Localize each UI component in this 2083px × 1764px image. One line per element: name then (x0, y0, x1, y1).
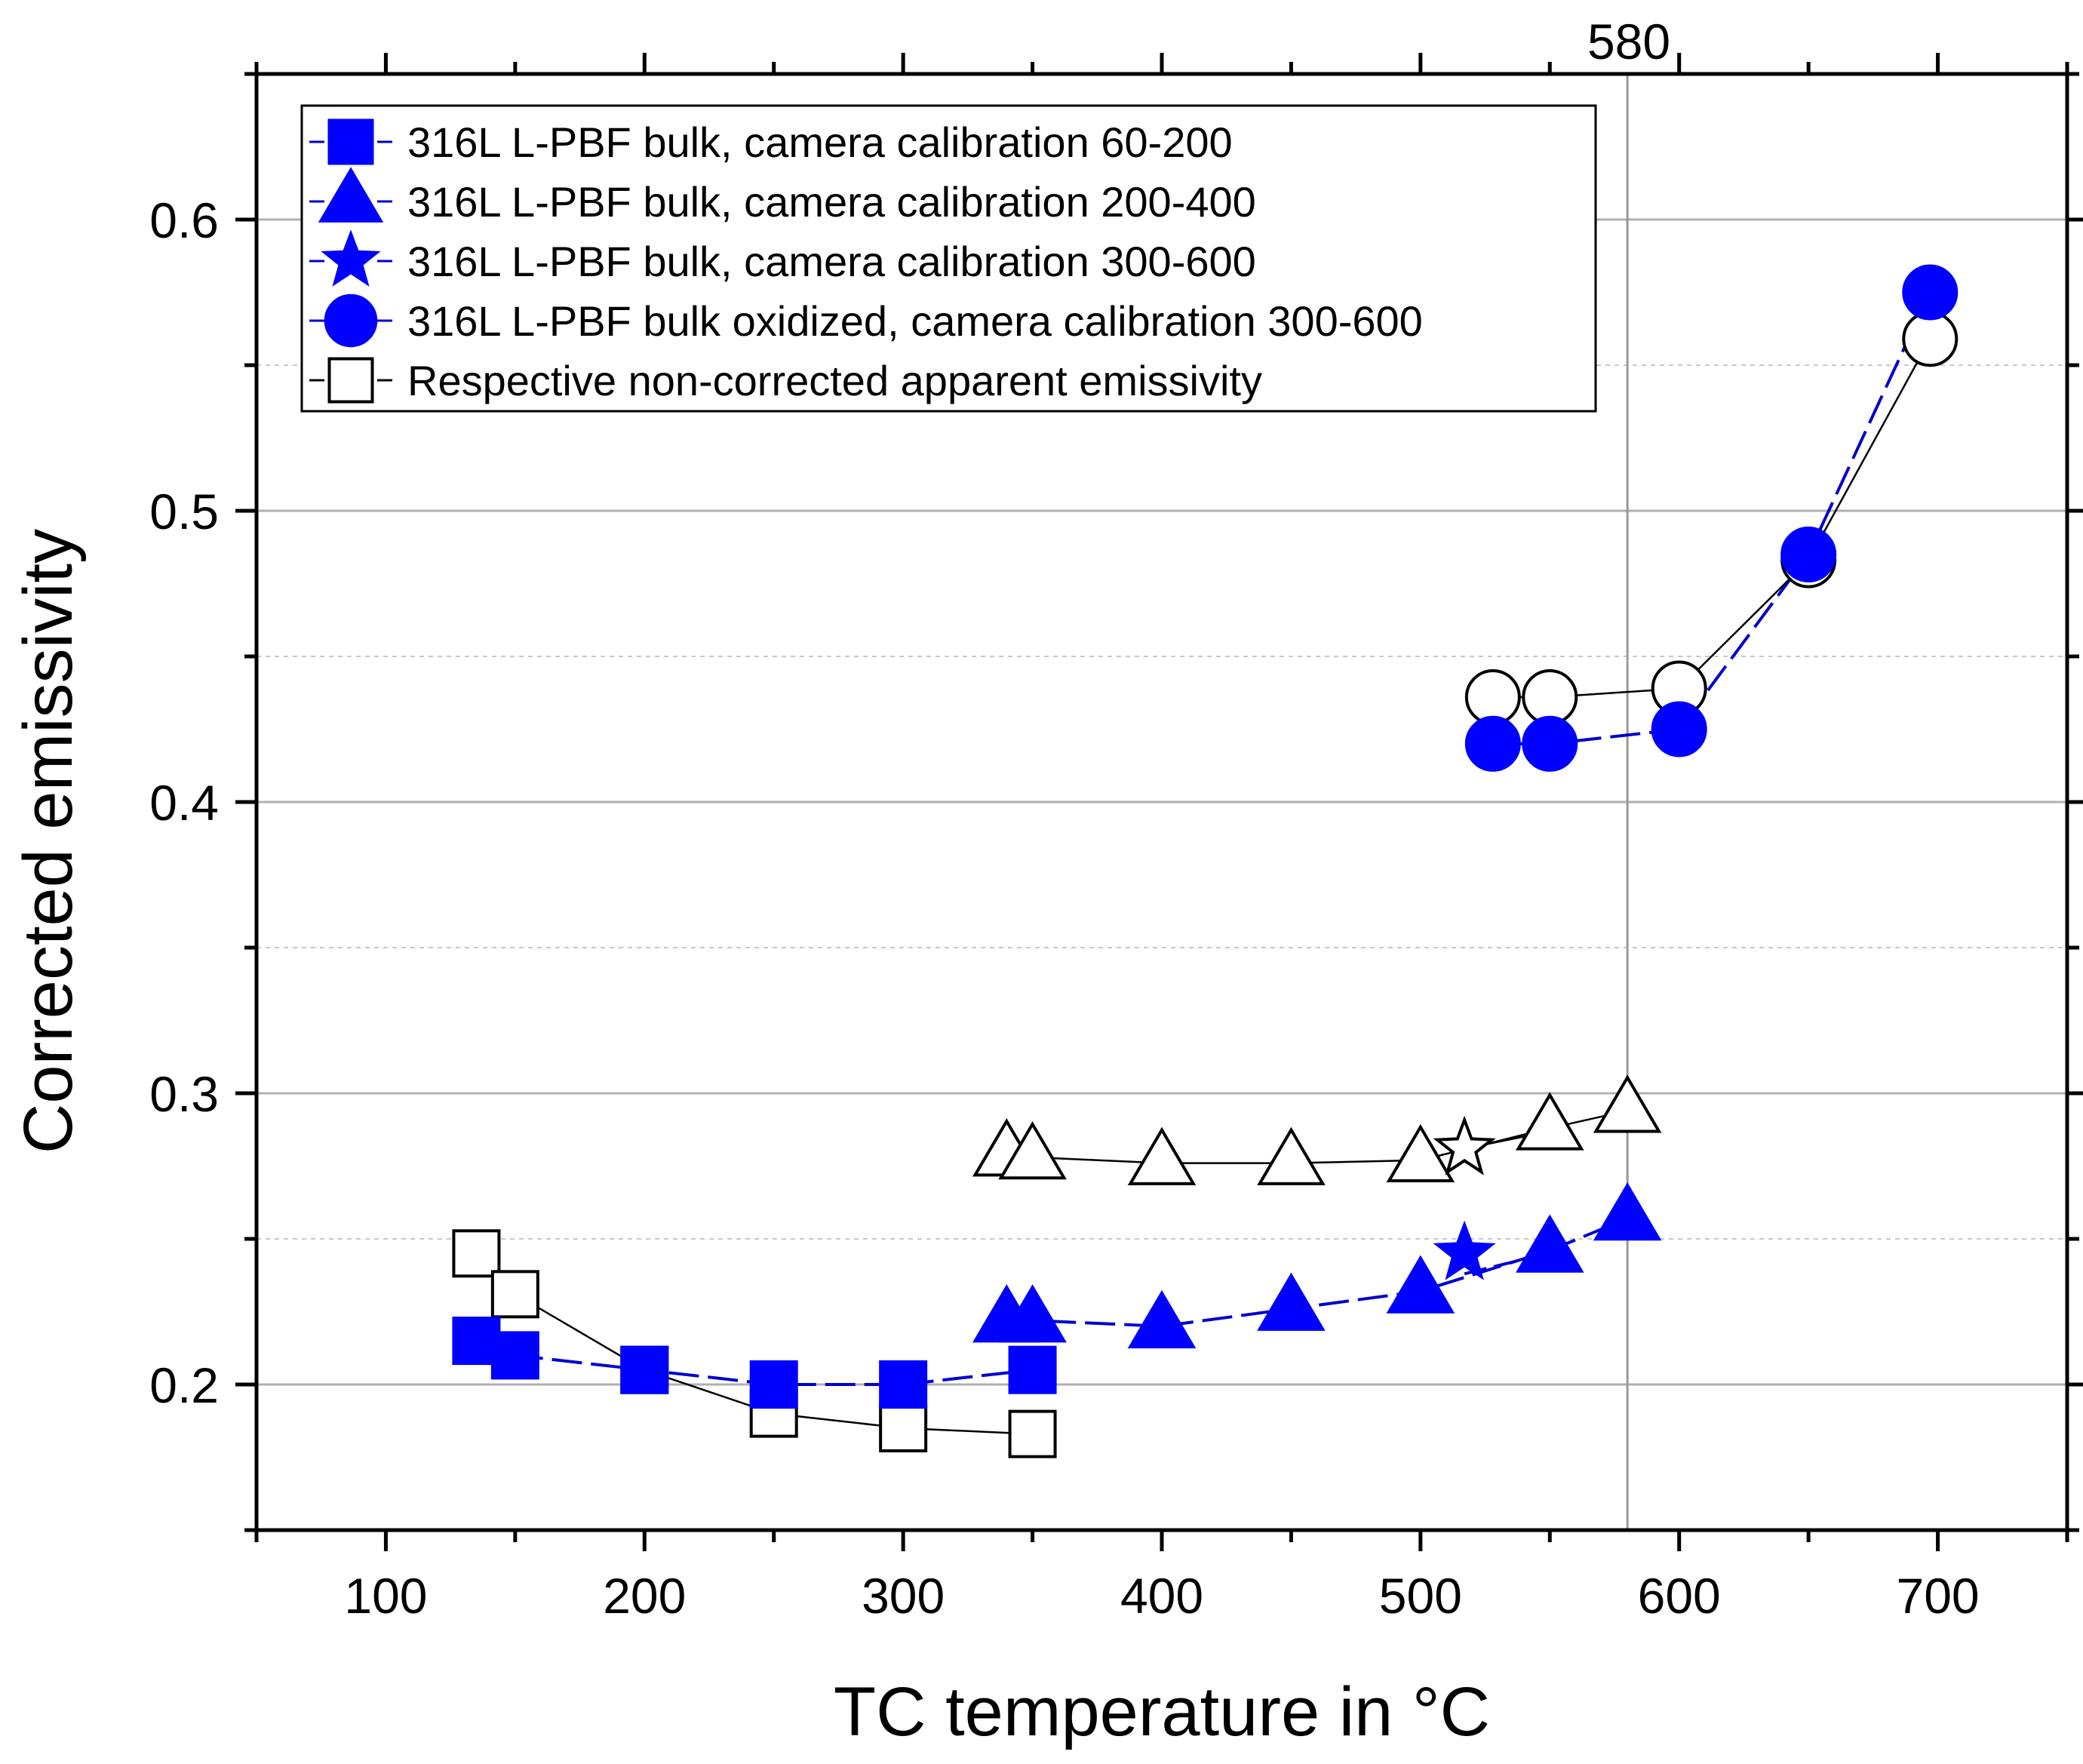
star-marker (321, 229, 381, 287)
axes: 100 200 300 400 500 600 700 0.2 0.3 0.4 0.5 0.6 (149, 53, 2083, 1624)
square-marker (490, 1331, 539, 1380)
y-axis-title: Corrected emissivity (10, 529, 87, 1154)
open-triangle-marker (1386, 1123, 1455, 1183)
open-circle-marker (1464, 669, 1521, 726)
open-square-marker (879, 1403, 928, 1452)
x-tick-label: 300 (862, 1568, 945, 1624)
open-square-marker (1008, 1409, 1057, 1458)
open-circle-marker (1522, 669, 1578, 726)
legend-label: 316L L-PBF bulk, camera calibration 60-2… (407, 118, 1233, 166)
open-triangle-marker (1127, 1126, 1197, 1185)
x-tick-label: 500 (1379, 1568, 1462, 1624)
legend-label: 316L L-PBF bulk, camera calibration 300-… (407, 238, 1256, 285)
open-triangle-marker (1593, 1074, 1662, 1133)
square-marker (749, 1360, 798, 1409)
open-triangle-marker (1257, 1126, 1326, 1185)
x-tick-label: 700 (1897, 1568, 1980, 1624)
triangle-marker (1257, 1272, 1326, 1331)
circle-marker (1780, 526, 1837, 582)
open-triangle-marker (1515, 1092, 1584, 1151)
y-tick-label: 0.5 (149, 484, 219, 539)
triangle-marker (1127, 1289, 1197, 1349)
open-square-marker (490, 1270, 539, 1319)
y-tick-label: 0.3 (149, 1066, 219, 1122)
legend-box (300, 104, 1597, 413)
circle-marker (1651, 701, 1707, 758)
data-markers (452, 264, 1959, 1458)
open-triangle-marker (998, 1120, 1067, 1180)
triangle-marker (1515, 1214, 1584, 1273)
star-marker (1433, 1220, 1496, 1280)
legend-label: Respective non-corrected apparent emissi… (407, 357, 1262, 404)
triangle-marker (1593, 1182, 1662, 1241)
circle-marker (1464, 715, 1521, 772)
open-circle-marker (1902, 311, 1959, 367)
triangle-marker (998, 1284, 1067, 1343)
legend-label: 316L L-PBF bulk, camera calibration 200-… (407, 178, 1256, 226)
square-marker (327, 118, 374, 165)
y-tick-label: 0.4 (149, 775, 219, 831)
x-tick-label: 600 (1638, 1568, 1721, 1624)
open-square-marker (452, 1229, 501, 1278)
x-axis-title: TC temperature in °C (834, 1673, 1490, 1750)
square-marker (879, 1360, 928, 1409)
x-tick-label: 400 (1120, 1568, 1203, 1624)
legend: 316L L-PBF bulk, camera calibration 60-2… (300, 104, 1597, 413)
reference-line-label: 580 (1587, 14, 1670, 69)
y-tick-label: 0.2 (149, 1357, 219, 1413)
circle-marker (1522, 715, 1578, 772)
circle-marker (324, 293, 378, 348)
square-marker (1008, 1345, 1057, 1394)
x-tick-label: 200 (603, 1568, 686, 1624)
open-star-marker (1433, 1115, 1496, 1175)
square-marker (620, 1345, 669, 1394)
y-tick-label: 0.6 (149, 192, 219, 248)
open-square-marker (327, 357, 374, 404)
circle-marker (1902, 264, 1959, 321)
x-tick-label: 100 (344, 1568, 427, 1624)
legend-label: 316L L-PBF bulk oxidized, camera calibra… (407, 297, 1423, 345)
triangle-marker (1386, 1255, 1455, 1314)
triangle-marker (318, 167, 384, 223)
